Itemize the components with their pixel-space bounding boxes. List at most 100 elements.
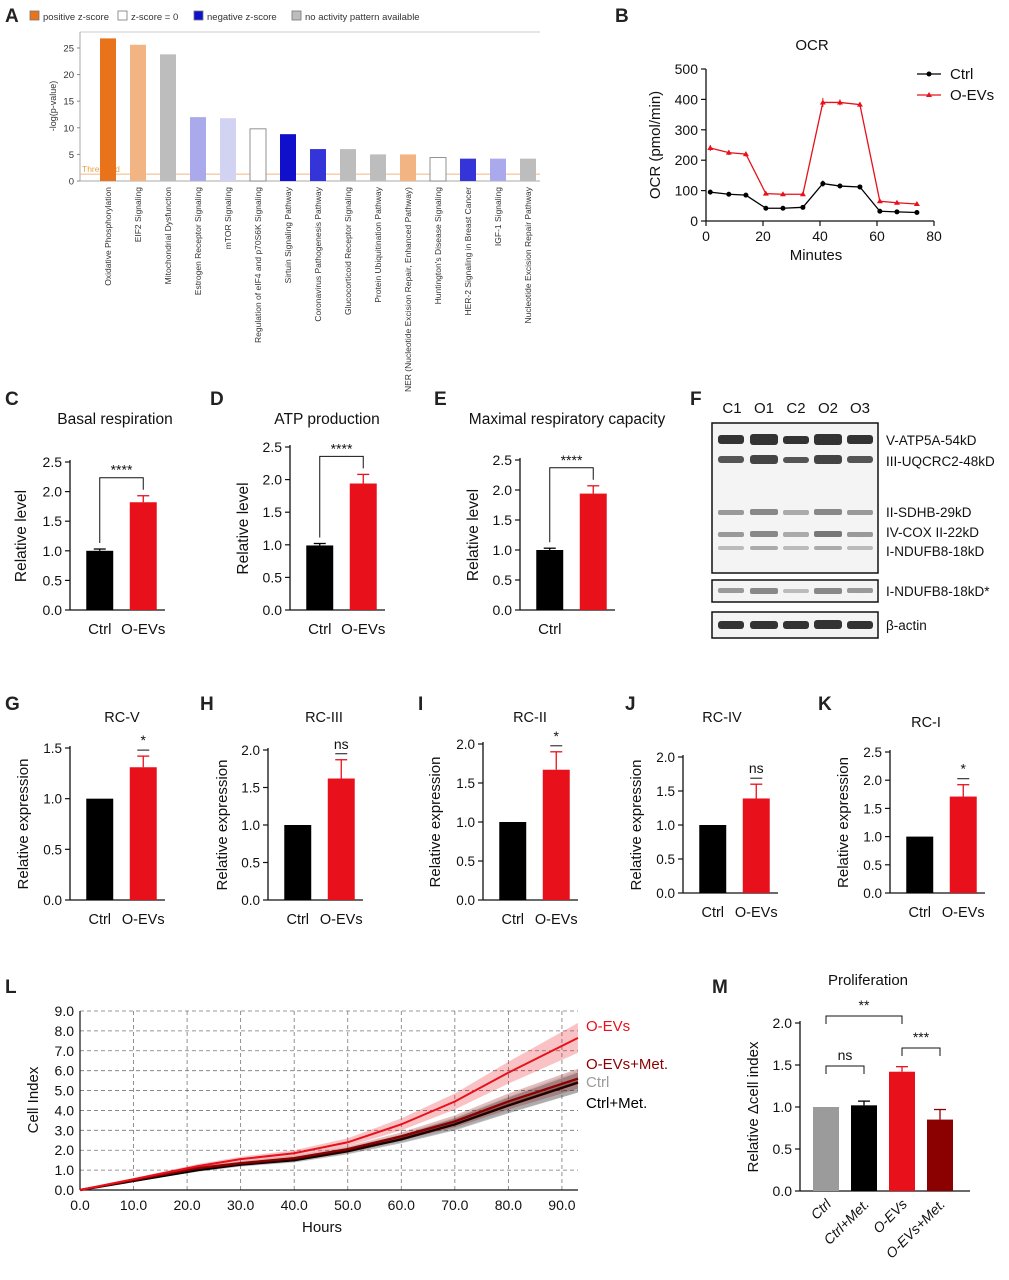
x-tick-label: mTOR Signaling <box>223 187 233 249</box>
blot-band-labels: V-ATP5A-54kD III-UQCRC2-48kD II-SDHB-29k… <box>886 433 995 633</box>
panel-letter-d: D <box>210 389 224 410</box>
legend-label: no activity pattern available <box>305 12 420 23</box>
blot-bands-actin <box>718 620 873 629</box>
data-point <box>763 205 769 211</box>
x-tick-label: 0 <box>702 228 710 244</box>
band <box>783 621 809 629</box>
x-tick-label: 0.0 <box>70 1197 90 1213</box>
significance-label: ns <box>749 760 764 776</box>
panel-letter-g: G <box>5 694 20 715</box>
bar <box>906 836 934 893</box>
band <box>718 510 744 515</box>
panel-letter-e: E <box>434 389 447 410</box>
panel-letter-b: B <box>615 6 629 27</box>
chart-title: OCR <box>795 37 829 54</box>
y-tick-label: 100 <box>675 183 699 199</box>
data-point <box>894 209 900 215</box>
bar <box>86 798 114 900</box>
y-tick-label: 2.5 <box>863 745 882 760</box>
band <box>847 510 873 515</box>
bar <box>340 149 356 181</box>
y-tick-label: 0.5 <box>263 569 283 585</box>
data-point <box>836 99 843 105</box>
y-axis-label: OCR (pmol/min) <box>647 91 664 199</box>
x-tick-label: 80 <box>926 228 942 244</box>
panel-letter-a: A <box>5 6 19 27</box>
x-tick-label: Ctrl <box>88 621 111 638</box>
y-tick-label: 1.0 <box>863 830 882 845</box>
x-tick-label: 80.0 <box>495 1197 522 1213</box>
x-tick-label: Glucocorticoid Receptor Signaling <box>343 187 353 315</box>
y-tick-label: 0.0 <box>456 893 475 908</box>
blot-box-main <box>711 422 879 574</box>
y-tick-label: 7.0 <box>55 1043 75 1059</box>
chart-title: RC-II <box>513 710 547 726</box>
x-tick-label: 20.0 <box>173 1197 200 1213</box>
x-tick-label: IGF-1 Signaling <box>493 187 503 246</box>
x-tick-label: Sirtuin Signaling Pathway <box>283 186 293 283</box>
series-label: Ctrl <box>586 1074 609 1091</box>
x-tick-label: HER-2 Signaling in Breast Cancer <box>463 187 473 316</box>
y-tick-label: 1.0 <box>263 537 283 553</box>
chart-cell-index: 0.0 1.0 2.0 3.0 4.0 5.0 6.0 7.0 8.0 9.0 0.0 10.0 20.… <box>25 1003 668 1236</box>
y-tick-label: 2.0 <box>241 743 260 758</box>
band <box>750 455 778 464</box>
x-tick-label: Ctrl <box>538 621 561 638</box>
data-point <box>877 208 883 214</box>
y-tick-label: 2.0 <box>456 737 475 752</box>
band <box>718 621 744 629</box>
chart-rc-iv: RC-IV 0.0 0.5 1.0 1.5 2.0 Relative expression C… <box>628 710 778 921</box>
chart-basal-respiration: Basal respiration 0.0 0.5 1.0 1.5 2.0 2.5 Relat… <box>13 411 173 638</box>
significance-label: * <box>961 761 967 777</box>
x-tick-label: O-EVs <box>735 905 778 921</box>
data-point <box>726 191 732 197</box>
band <box>847 621 873 629</box>
band <box>750 509 778 515</box>
y-tick-label: 1.5 <box>241 781 260 796</box>
y-tick-label: 4.0 <box>55 1102 75 1118</box>
band-label: V-ATP5A-54kD <box>886 433 977 448</box>
x-tick-label: EIF2 Signaling <box>133 187 143 243</box>
western-blot: C1 O1 C2 O2 O3 <box>711 400 995 639</box>
y-tick-label: 6.0 <box>55 1063 75 1079</box>
y-tick-label: 0.0 <box>656 886 675 901</box>
y-tick-label: 1.0 <box>241 818 260 833</box>
x-tick-label: 60 <box>869 228 885 244</box>
bar <box>927 1119 953 1191</box>
x-tick-label: Ctrl <box>501 912 524 928</box>
y-tick-label: 1.5 <box>863 801 882 816</box>
significance-bracket <box>319 455 364 538</box>
significance-bracket <box>825 1065 865 1074</box>
y-tick-label: 25 <box>63 43 74 54</box>
panel-letter-c: C <box>5 389 19 410</box>
bar <box>499 822 527 900</box>
significance-label: **** <box>331 440 353 456</box>
data-point <box>725 149 732 155</box>
series-line <box>79 1036 579 1191</box>
chart-atp-production: ATP production 0.0 0.5 1.0 1.5 2.0 2.5 Relative… <box>235 411 385 638</box>
y-tick-label: 10 <box>63 123 74 134</box>
band <box>783 589 809 593</box>
chart-title: RC-IV <box>702 710 742 726</box>
significance-bracket <box>99 477 144 544</box>
y-tick-label: 0.0 <box>43 893 62 908</box>
bar <box>460 158 476 181</box>
y-tick-label: 15 <box>63 97 74 108</box>
legend-label: Ctrl <box>950 66 973 83</box>
data-point <box>800 204 806 210</box>
band <box>814 546 842 550</box>
band <box>718 532 744 537</box>
panel-letter-f: F <box>690 389 702 410</box>
x-tick-label: 40.0 <box>281 1197 308 1213</box>
error-band <box>80 1068 578 1190</box>
x-tick-label: Protein Ubiquitination Pathway <box>373 186 383 303</box>
bar <box>130 44 146 182</box>
data-point <box>780 205 786 211</box>
y-tick-label: 2.0 <box>863 773 882 788</box>
band <box>783 436 809 444</box>
y-tick-label: 0.0 <box>773 1183 793 1199</box>
x-axis-label: Hours <box>302 1219 342 1236</box>
x-tick-label: 50.0 <box>334 1197 361 1213</box>
significance-label: **** <box>111 462 133 478</box>
legend-marker <box>926 92 932 97</box>
